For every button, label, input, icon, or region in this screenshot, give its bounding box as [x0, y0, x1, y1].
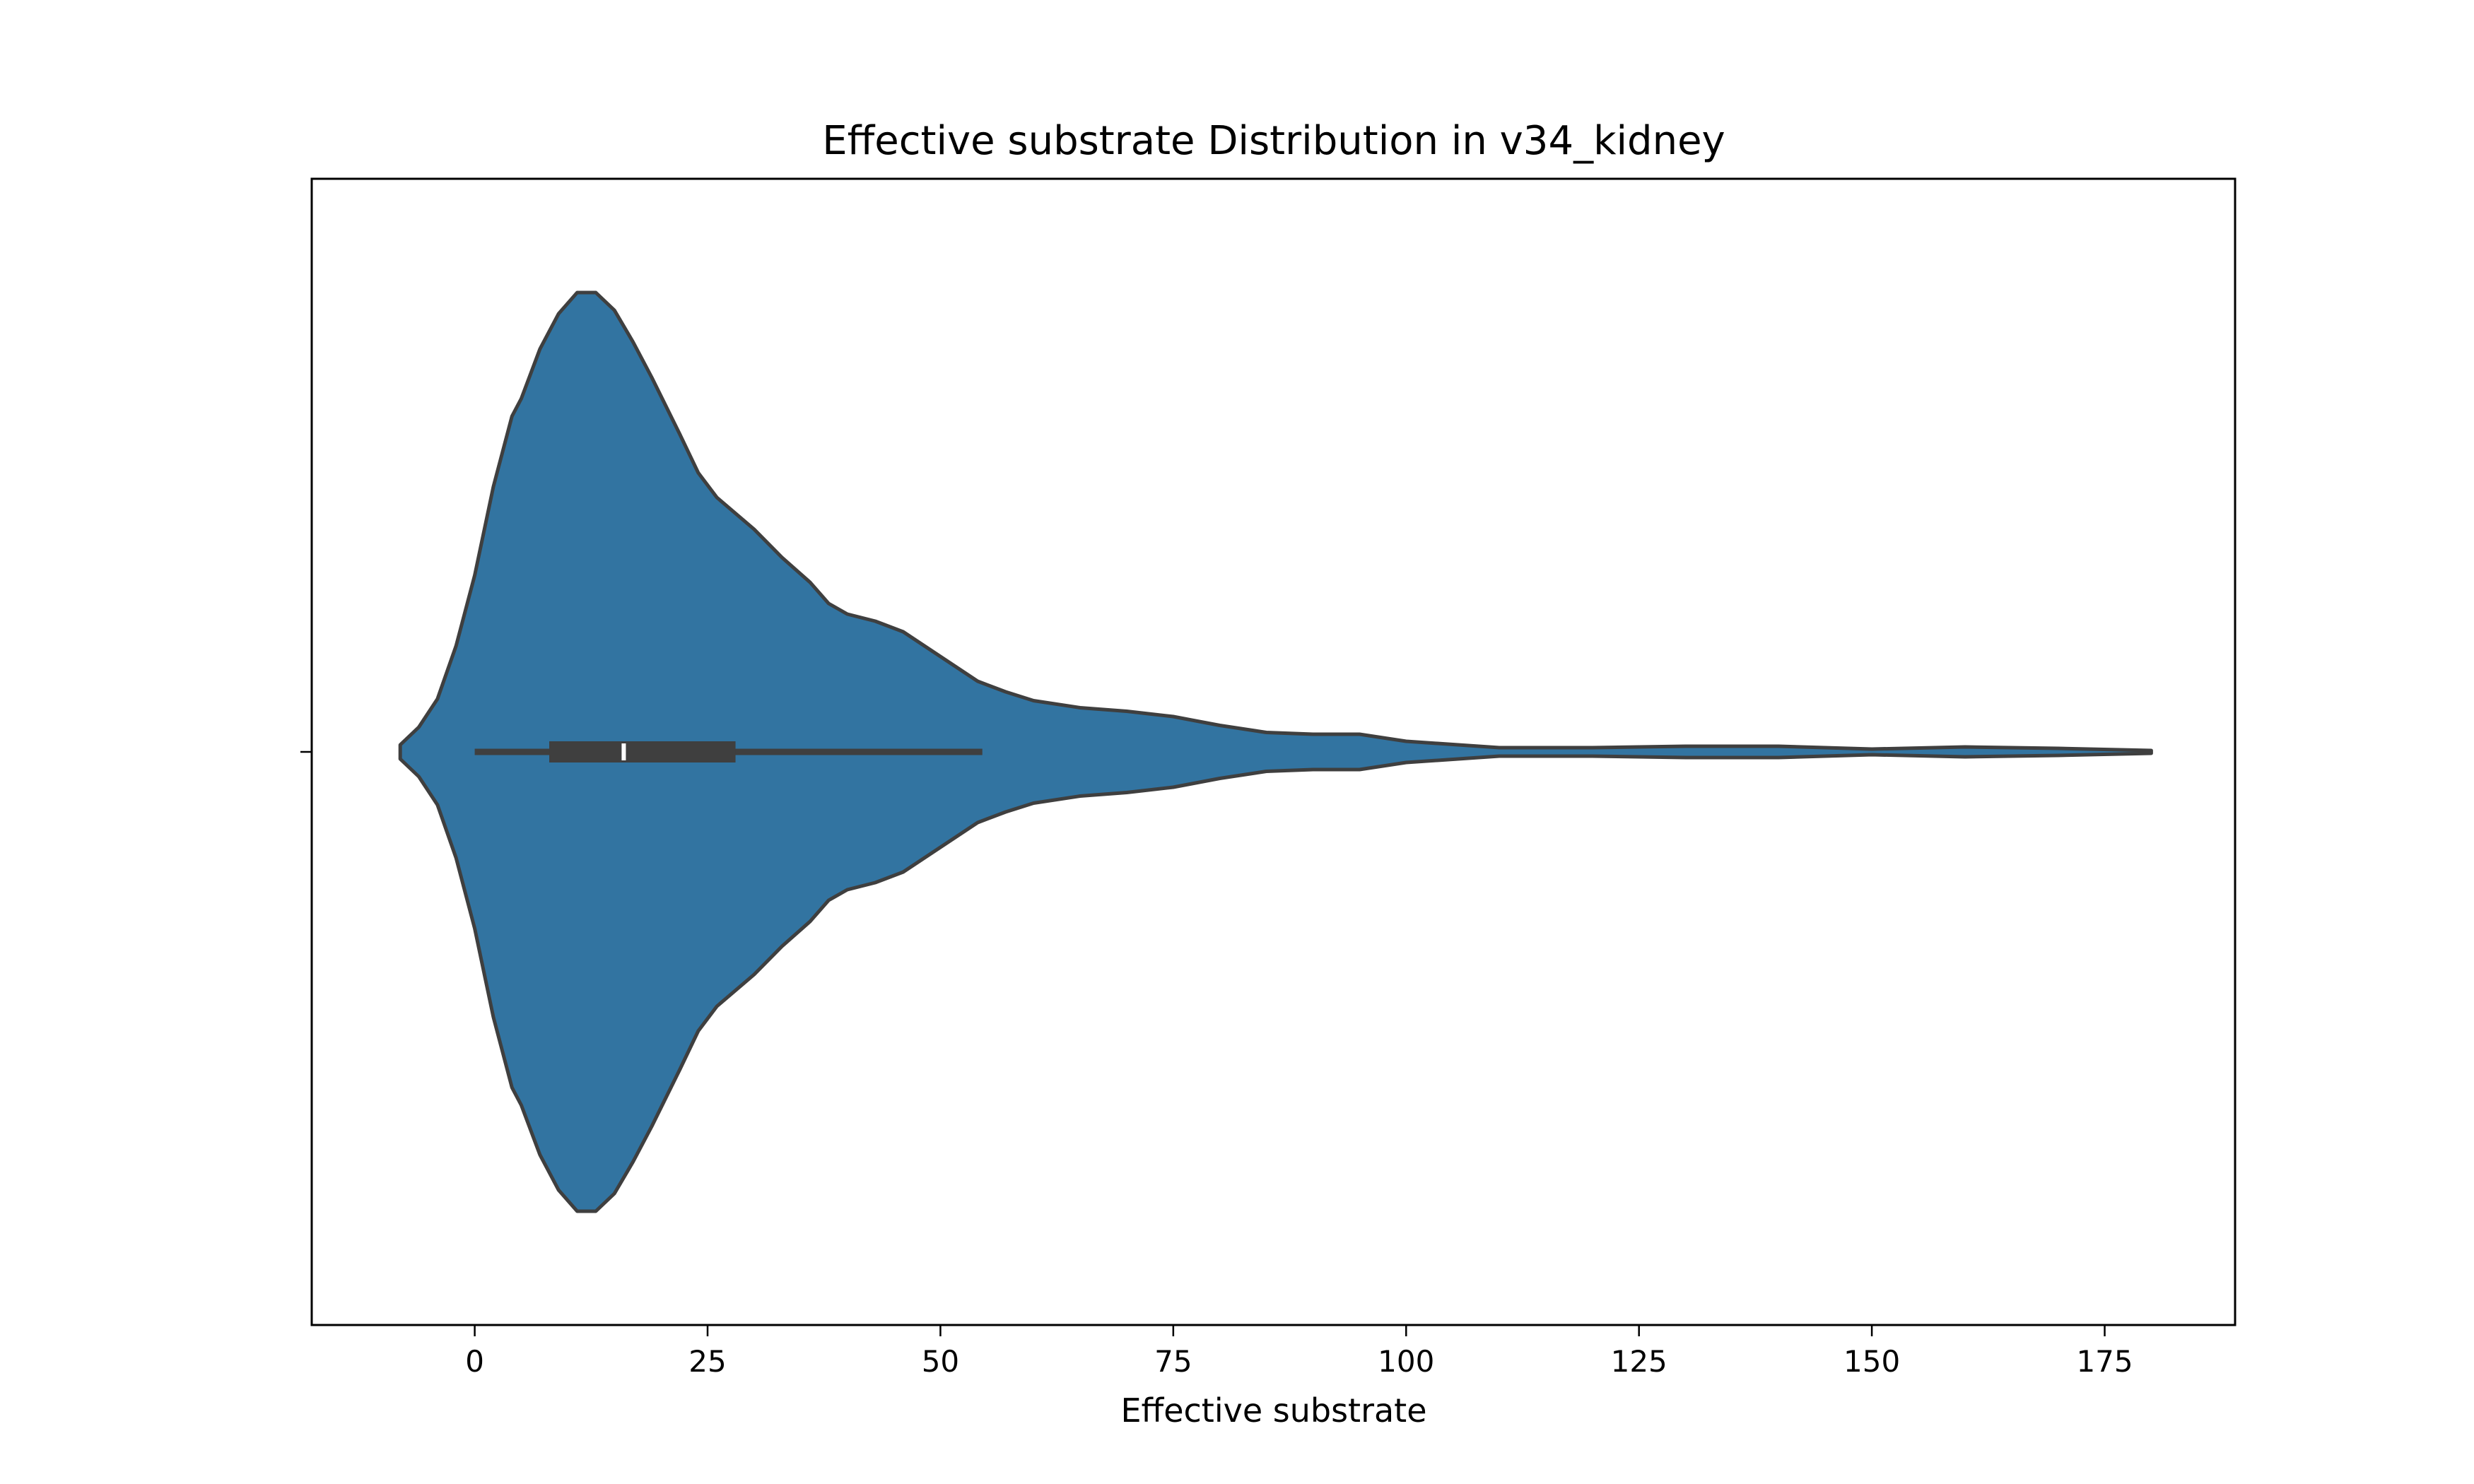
plot-area: [398, 290, 2153, 1213]
violin-body: [398, 290, 2153, 1213]
x-axis-label: Effective substrate: [1120, 1391, 1426, 1430]
box-iqr: [549, 741, 736, 762]
x-tick-label: 25: [688, 1344, 726, 1379]
x-axis: 0 25 50 75 100 125 150 175: [465, 1325, 2133, 1379]
x-tick-label: 125: [1611, 1344, 1667, 1379]
x-tick-label: 100: [1378, 1344, 1434, 1379]
x-tick-label: 50: [922, 1344, 959, 1379]
x-tick-label: 0: [465, 1344, 484, 1379]
x-tick-label: 75: [1154, 1344, 1192, 1379]
x-tick-label: 175: [2076, 1344, 2133, 1379]
chart-title: Effective substrate Distribution in v34_…: [822, 118, 1725, 164]
x-tick-label: 150: [1843, 1344, 1900, 1379]
